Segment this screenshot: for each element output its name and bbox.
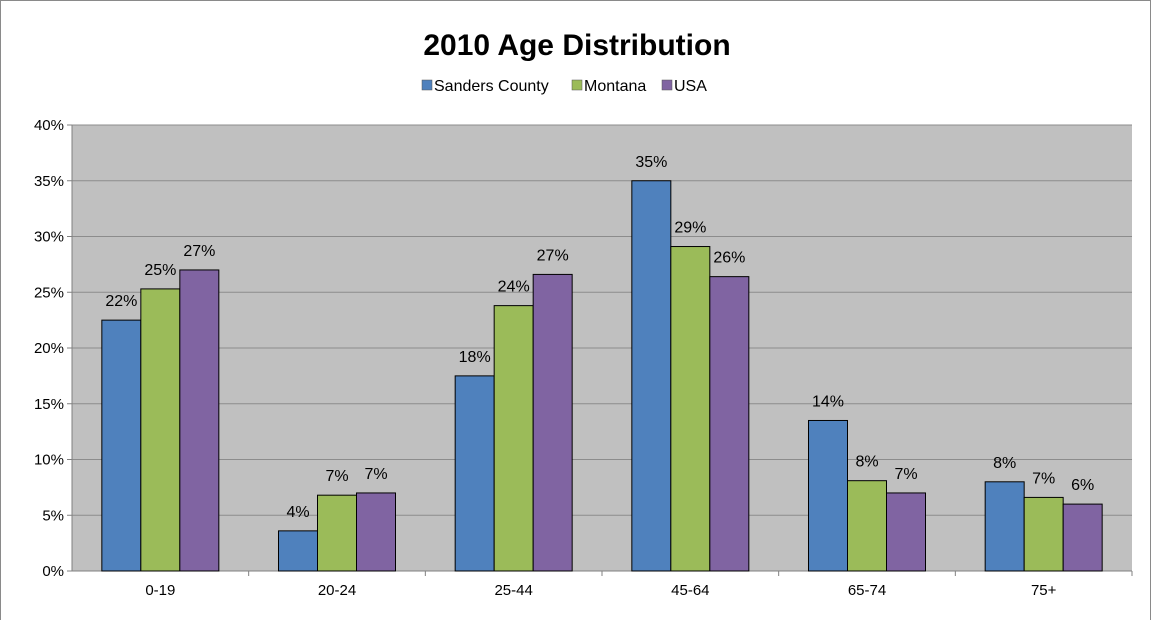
bar-usa-20-24: [356, 492, 396, 572]
data-label: 22%: [105, 293, 137, 310]
data-label: 7%: [325, 468, 348, 485]
y-tick-label: 0%: [42, 563, 64, 580]
data-label: 6%: [1071, 477, 1094, 494]
data-label: 4%: [286, 504, 309, 521]
y-tick-label: 30%: [34, 229, 64, 246]
bar-sanders-county-20-24: [278, 530, 318, 572]
legend-label-1: Montana: [584, 78, 646, 95]
bar-sanders-county-45-64: [631, 180, 672, 572]
legend-label-2: USA: [674, 78, 707, 95]
data-label: 27%: [183, 243, 215, 260]
x-tick-label: 75+: [1031, 582, 1057, 599]
data-label: 7%: [894, 466, 917, 483]
bar-sanders-county-25-44: [454, 375, 495, 572]
data-label: 18%: [459, 349, 491, 366]
bar-montana-20-24: [317, 494, 357, 572]
x-tick-label: 20-24: [318, 582, 356, 599]
bar-usa-65-74: [886, 492, 926, 572]
data-label: 7%: [1032, 470, 1055, 487]
legend-swatch-1: [571, 79, 583, 91]
data-label: 35%: [635, 154, 667, 171]
y-tick-label: 35%: [34, 173, 64, 190]
legend-swatch-0: [421, 79, 433, 91]
y-tick-label: 15%: [34, 396, 64, 413]
x-tick-label: 65-74: [848, 582, 886, 599]
bar-usa-25-44: [532, 273, 573, 572]
x-tick-label: 0-19: [145, 582, 175, 599]
data-label: 8%: [993, 455, 1016, 472]
data-label: 7%: [364, 466, 387, 483]
y-tick-label: 5%: [42, 507, 64, 524]
bar-sanders-county-75+: [984, 481, 1025, 572]
bar-montana-0-19: [140, 288, 181, 572]
y-tick-label: 20%: [34, 340, 64, 357]
legend-swatch-2: [661, 79, 673, 91]
y-tick-label: 25%: [34, 284, 64, 301]
data-label: 24%: [498, 279, 530, 296]
data-label: 29%: [674, 220, 706, 237]
data-label: 27%: [537, 247, 569, 264]
y-tick-label: 40%: [34, 117, 64, 134]
y-tick-label: 10%: [34, 452, 64, 469]
bar-montana-25-44: [493, 305, 534, 572]
x-tick-label: 45-64: [671, 582, 709, 599]
bar-montana-75+: [1023, 496, 1064, 572]
bar-sanders-county-0-19: [101, 319, 142, 572]
data-label: 14%: [812, 393, 844, 410]
data-label: 26%: [713, 250, 745, 267]
data-label: 25%: [144, 262, 176, 279]
data-label: 8%: [855, 454, 878, 471]
x-tick-label: 25-44: [494, 582, 532, 599]
bar-montana-45-64: [670, 246, 711, 572]
legend-label-0: Sanders County: [434, 78, 549, 95]
bar-sanders-county-65-74: [808, 419, 848, 572]
bar-usa-45-64: [709, 276, 750, 572]
chart-title: 2010 Age Distribution: [423, 29, 730, 62]
bar-montana-65-74: [847, 480, 887, 572]
bar-usa-75+: [1062, 503, 1103, 572]
bar-usa-0-19: [179, 269, 220, 572]
